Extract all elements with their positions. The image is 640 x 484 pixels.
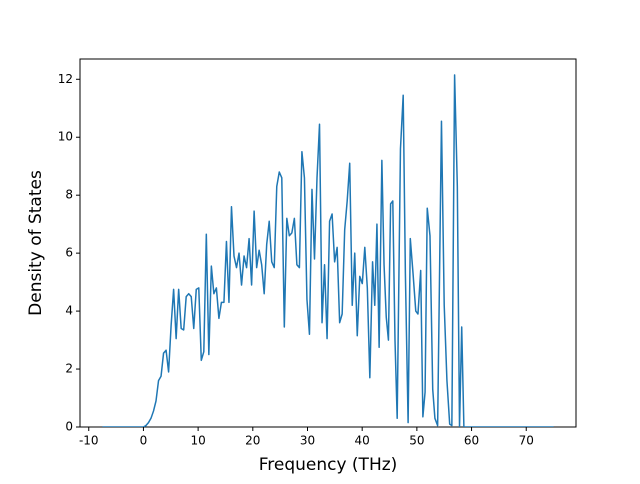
y-tick-label: 6 xyxy=(65,246,73,260)
x-tick-label: 50 xyxy=(409,434,424,448)
axes-frame xyxy=(79,58,577,428)
x-tick-label: 70 xyxy=(519,434,534,448)
x-tick-label: -10 xyxy=(79,434,99,448)
x-tick-label: 60 xyxy=(464,434,479,448)
y-tick-label: 0 xyxy=(65,420,73,434)
line xyxy=(102,74,554,427)
y-tick-label: 4 xyxy=(65,304,73,318)
x-tick-label: 30 xyxy=(300,434,315,448)
x-tick-label: 20 xyxy=(245,434,260,448)
y-axis-label: Density of States xyxy=(26,170,46,316)
y-tick-label: 2 xyxy=(65,362,73,376)
x-axis-label: Frequency (THz) xyxy=(259,455,398,475)
y-tick-label: 8 xyxy=(65,188,73,202)
x-tick-label: 0 xyxy=(140,434,148,448)
x-tick-label: 10 xyxy=(190,434,205,448)
x-tick-label: 40 xyxy=(355,434,370,448)
y-tick-label: 12 xyxy=(58,72,73,86)
y-tick-label: 10 xyxy=(58,130,73,144)
